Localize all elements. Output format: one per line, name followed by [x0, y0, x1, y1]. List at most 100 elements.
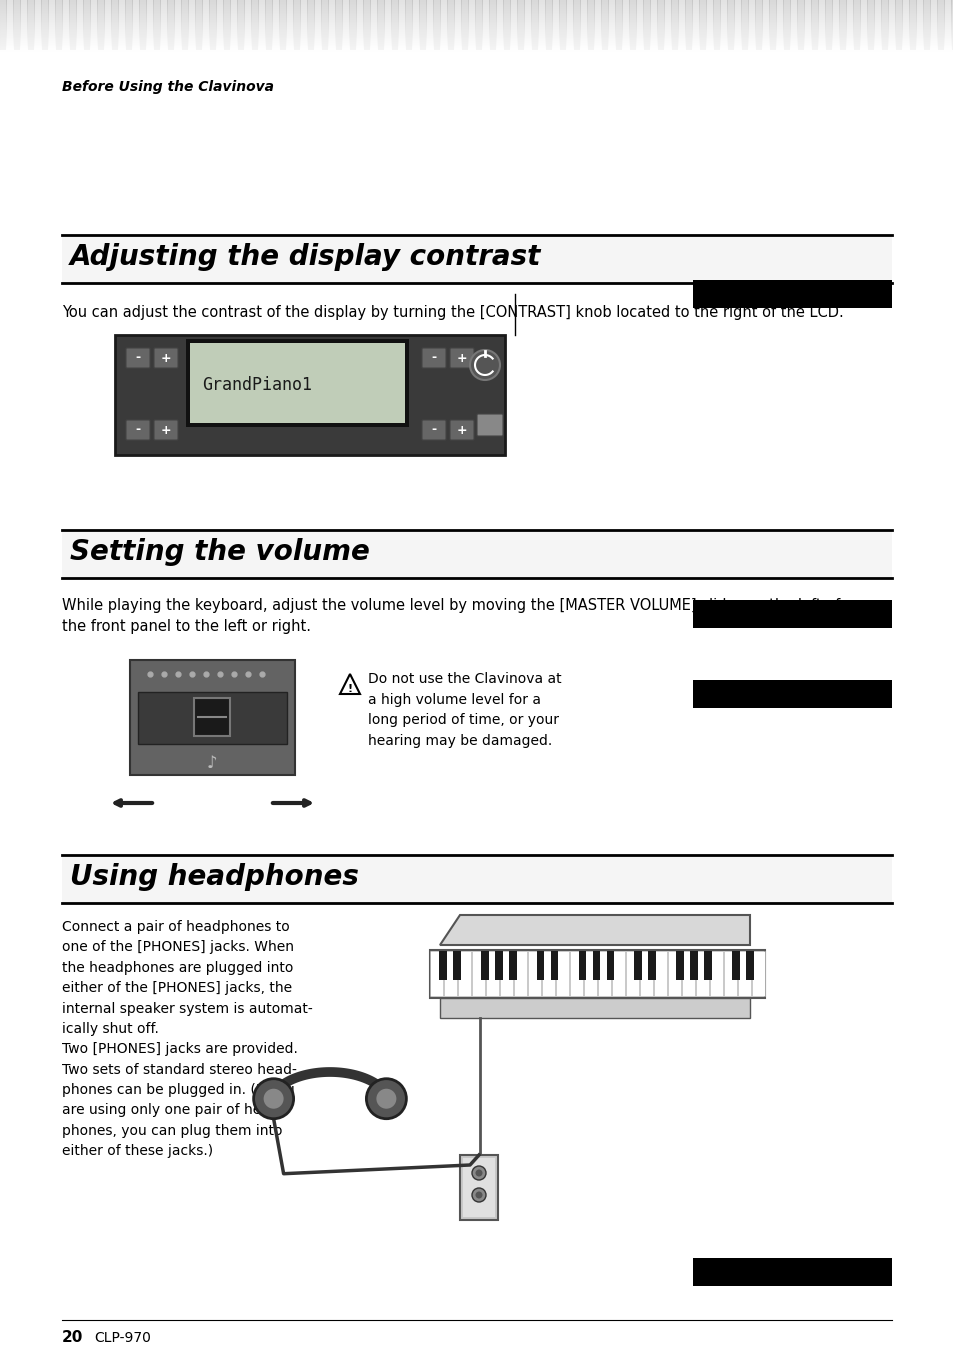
Bar	[811, 0, 817, 50]
Bar	[42, 0, 48, 50]
Circle shape	[263, 1089, 283, 1109]
Bar	[499, 951, 513, 996]
Bar	[280, 0, 286, 50]
Bar	[14, 0, 20, 50]
Bar	[601, 0, 607, 50]
Bar	[203, 0, 209, 50]
Text: +: +	[160, 351, 172, 365]
Bar	[580, 0, 586, 50]
Bar	[909, 0, 915, 50]
Bar	[322, 0, 328, 50]
Bar	[643, 0, 649, 50]
Bar	[343, 0, 349, 50]
Bar	[514, 951, 527, 996]
Text: ♪: ♪	[207, 754, 217, 771]
Bar	[592, 951, 599, 979]
Circle shape	[470, 350, 499, 380]
Bar	[385, 0, 391, 50]
FancyBboxPatch shape	[450, 349, 474, 367]
Bar	[480, 951, 488, 979]
Bar	[458, 951, 471, 996]
Bar	[517, 0, 523, 50]
Bar	[692, 280, 891, 308]
Bar	[461, 0, 468, 50]
Bar	[266, 0, 272, 50]
Bar	[419, 0, 426, 50]
FancyBboxPatch shape	[153, 420, 178, 440]
Polygon shape	[339, 674, 359, 694]
Bar	[490, 0, 496, 50]
Bar	[637, 0, 642, 50]
Bar	[776, 0, 782, 50]
FancyBboxPatch shape	[126, 349, 150, 367]
Bar	[930, 0, 936, 50]
Bar	[769, 0, 775, 50]
Bar	[825, 0, 831, 50]
Bar	[430, 950, 764, 998]
Bar	[818, 0, 824, 50]
Bar	[703, 951, 711, 979]
Bar	[692, 0, 699, 50]
Bar	[797, 0, 803, 50]
Bar	[161, 0, 167, 50]
Bar	[62, 235, 891, 282]
Bar	[377, 0, 384, 50]
Bar	[595, 0, 600, 50]
Bar	[692, 600, 891, 628]
Bar	[105, 0, 111, 50]
Bar	[532, 0, 537, 50]
FancyBboxPatch shape	[153, 349, 178, 367]
Bar	[434, 0, 439, 50]
Bar	[398, 0, 405, 50]
Bar	[459, 1155, 497, 1220]
Bar	[438, 951, 446, 979]
Text: Using headphones: Using headphones	[70, 863, 358, 892]
Bar	[541, 951, 555, 996]
Bar	[832, 0, 838, 50]
Bar	[608, 0, 615, 50]
Bar	[430, 951, 443, 996]
Bar	[671, 0, 678, 50]
Bar	[91, 0, 97, 50]
Bar	[625, 951, 639, 996]
Bar	[130, 661, 294, 775]
Bar	[314, 0, 320, 50]
Bar	[737, 951, 750, 996]
Text: -: -	[135, 423, 140, 436]
FancyBboxPatch shape	[421, 420, 446, 440]
Circle shape	[472, 1166, 485, 1179]
Bar	[511, 0, 517, 50]
Text: +: +	[160, 423, 172, 436]
Bar	[709, 951, 721, 996]
Bar	[195, 0, 202, 50]
Bar	[190, 343, 405, 423]
Circle shape	[253, 1078, 294, 1119]
FancyBboxPatch shape	[421, 349, 446, 367]
Bar	[598, 951, 610, 996]
Bar	[650, 0, 657, 50]
Bar	[287, 0, 293, 50]
Bar	[861, 0, 866, 50]
Bar	[574, 0, 579, 50]
Bar	[734, 0, 740, 50]
Bar	[538, 0, 544, 50]
Bar	[56, 0, 62, 50]
Bar	[700, 0, 705, 50]
Bar	[294, 0, 299, 50]
Bar	[112, 0, 118, 50]
Bar	[455, 0, 460, 50]
Bar	[583, 951, 597, 996]
Bar	[210, 0, 215, 50]
Text: Do not use the Clavinova at
a high volume level for a
long period of time, or yo: Do not use the Clavinova at a high volum…	[368, 671, 561, 748]
Bar	[469, 0, 475, 50]
Bar	[692, 1258, 891, 1286]
Bar	[503, 0, 510, 50]
Text: While playing the keyboard, adjust the volume level by moving the [MASTER VOLUME: While playing the keyboard, adjust the v…	[62, 598, 840, 634]
Bar	[545, 0, 552, 50]
Bar	[783, 0, 789, 50]
Bar	[126, 0, 132, 50]
Bar	[224, 0, 230, 50]
Circle shape	[376, 1089, 395, 1109]
Bar	[476, 0, 481, 50]
Text: Setting the volume: Setting the volume	[70, 538, 370, 566]
